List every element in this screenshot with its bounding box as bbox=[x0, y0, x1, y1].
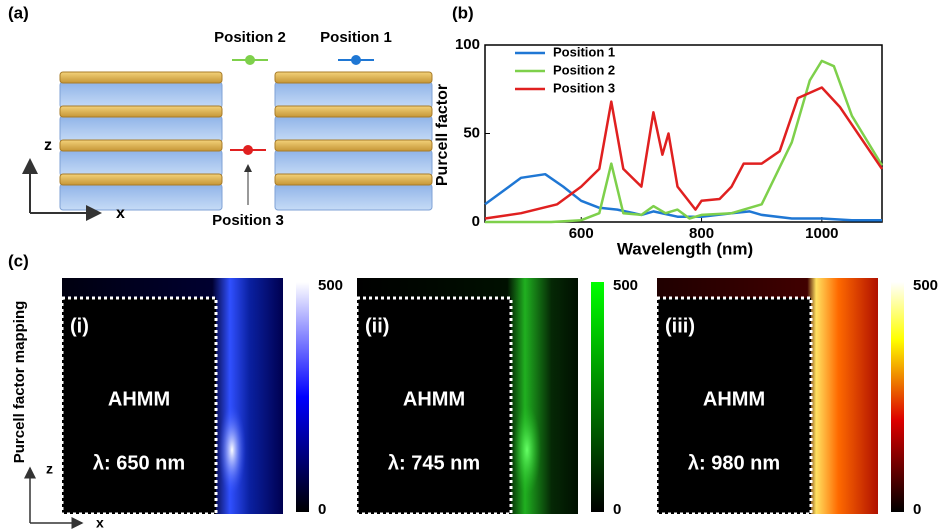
dielectric-layer bbox=[60, 150, 222, 176]
colorbar-label: 0 bbox=[913, 501, 921, 518]
hot-spot bbox=[513, 405, 541, 495]
metal-layer bbox=[60, 106, 222, 117]
series-line bbox=[485, 61, 882, 222]
panel-b: (b) Purcell factor Wavelength (nm) 0 50 10… bbox=[434, 3, 882, 258]
dipole bbox=[245, 55, 255, 65]
y-tick-label: 50 bbox=[463, 124, 480, 141]
metal-layer bbox=[275, 106, 432, 117]
side-label: Purcell factor mapping bbox=[11, 301, 28, 464]
legend-label: Position 3 bbox=[553, 80, 615, 95]
panel-label: (c) bbox=[8, 251, 29, 270]
metal-layer bbox=[60, 72, 222, 83]
axis-label: x bbox=[96, 515, 104, 531]
axis-label: x bbox=[116, 205, 125, 222]
dielectric-layer bbox=[275, 116, 432, 142]
axis-label: z bbox=[44, 137, 52, 154]
colorbar bbox=[891, 282, 904, 512]
metal-layer bbox=[275, 72, 432, 83]
dielectric-layer bbox=[275, 184, 432, 210]
x-tick-label: 600 bbox=[569, 225, 594, 242]
y-axis-label: Purcell factor bbox=[434, 84, 451, 186]
colorbar-label: 0 bbox=[318, 501, 326, 518]
x-tick-label: 800 bbox=[689, 225, 714, 242]
wavelength-label: λ: 745 nm bbox=[388, 452, 480, 474]
legend-label: Position 1 bbox=[553, 44, 615, 59]
figure: (a) Position 2 Position 1 Position 3 z x… bbox=[0, 0, 945, 532]
metal-layer bbox=[60, 174, 222, 185]
metal-layer bbox=[275, 140, 432, 151]
material-label: AHMM bbox=[703, 388, 765, 410]
colorbar bbox=[591, 282, 604, 512]
legend-label: Position 2 bbox=[553, 62, 615, 77]
colorbar-label: 500 bbox=[318, 277, 343, 294]
y-tick-label: 0 bbox=[472, 213, 480, 230]
position-label: Position 2 bbox=[214, 29, 286, 46]
layer-stacks bbox=[60, 72, 432, 210]
map-index: (i) bbox=[70, 315, 89, 337]
panel-label: (b) bbox=[452, 3, 474, 22]
panel-c: (c) Purcell factor mapping z x (i) AHMM λ:… bbox=[8, 251, 938, 530]
dielectric-layer bbox=[60, 184, 222, 210]
dielectric-layer bbox=[275, 150, 432, 176]
metal-layer bbox=[275, 174, 432, 185]
wavelength-label: λ: 650 nm bbox=[93, 452, 185, 474]
colorbar-label: 0 bbox=[613, 501, 621, 518]
map-index: (ii) bbox=[365, 315, 389, 337]
x-tick-label: 1000 bbox=[805, 225, 838, 242]
dielectric-layer bbox=[60, 82, 222, 108]
hot-spot bbox=[218, 405, 246, 495]
colorbar-label: 500 bbox=[613, 277, 638, 294]
map-index: (iii) bbox=[665, 315, 695, 337]
axis-label: z bbox=[46, 461, 53, 477]
colorbar-label: 500 bbox=[913, 277, 938, 294]
colorbar bbox=[296, 282, 309, 512]
material-label: AHMM bbox=[403, 388, 465, 410]
wavelength-label: λ: 980 nm bbox=[688, 452, 780, 474]
dielectric-layer bbox=[60, 116, 222, 142]
panel-a: (a) Position 2 Position 1 Position 3 z x bbox=[8, 3, 432, 228]
position-label: Position 1 bbox=[320, 29, 392, 46]
metal-layer bbox=[60, 140, 222, 151]
dielectric-layer bbox=[275, 82, 432, 108]
y-tick-label: 100 bbox=[455, 36, 480, 53]
material-label: AHMM bbox=[108, 388, 170, 410]
position-label: Position 3 bbox=[212, 212, 284, 229]
series-line bbox=[485, 88, 882, 219]
panel-label: (a) bbox=[8, 3, 29, 22]
dipole bbox=[351, 55, 361, 65]
dipole bbox=[243, 145, 253, 155]
x-axis-label: Wavelength (nm) bbox=[617, 239, 753, 258]
